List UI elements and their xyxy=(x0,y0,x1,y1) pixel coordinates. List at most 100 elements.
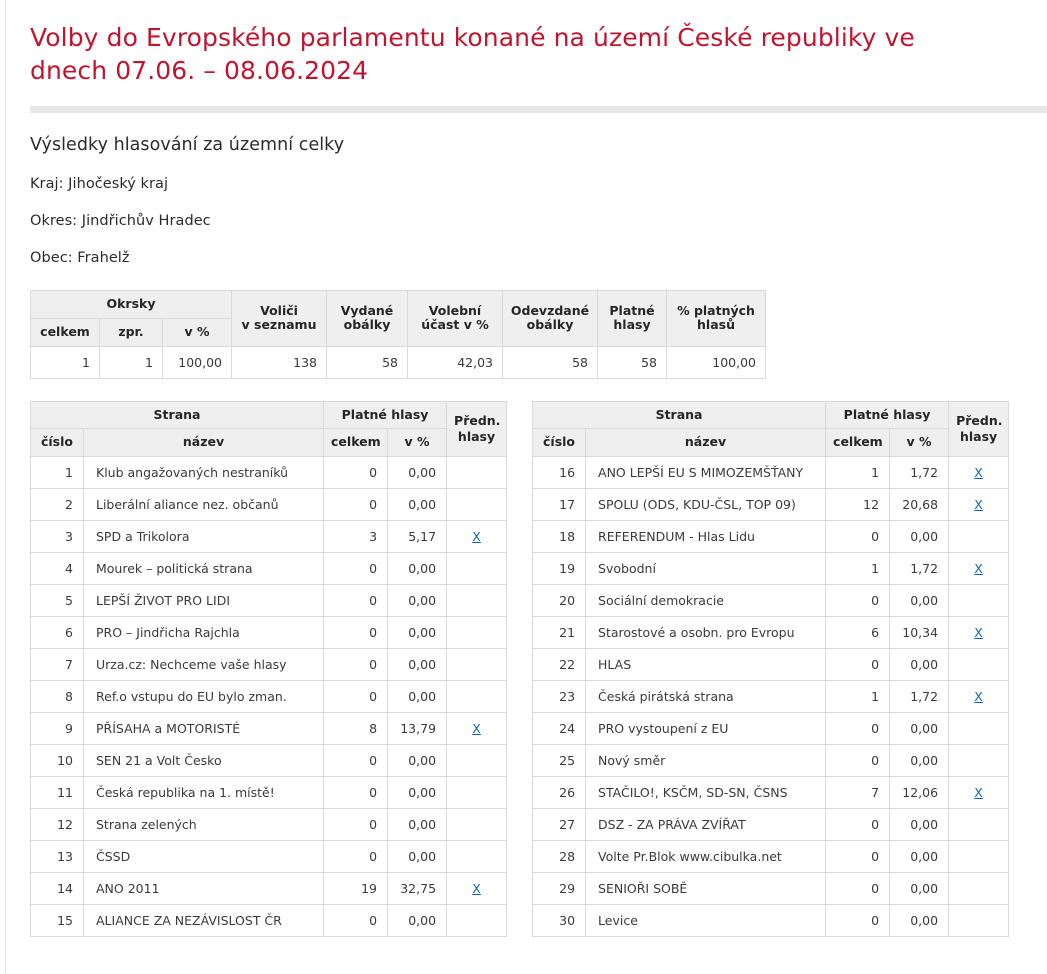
party-percent: 13,79 xyxy=(387,712,448,745)
preferential-votes-cell[interactable]: X xyxy=(948,456,1010,489)
party-votes: 0 xyxy=(323,776,389,809)
party-percent: 0,00 xyxy=(889,648,950,681)
party-results-table-right: Strana Platné hlasy Předn. hlasy číslo n… xyxy=(532,400,1010,937)
summary-value-vydane-obalky: 58 xyxy=(326,345,408,379)
preferential-votes-link[interactable]: X xyxy=(974,689,983,704)
party-votes: 0 xyxy=(825,808,891,841)
summary-value-odevzdane-obalky: 58 xyxy=(502,345,598,379)
party-name: Svobodní xyxy=(585,552,827,585)
party-number: 25 xyxy=(532,744,587,777)
table-row: 18 REFERENDUM - Hlas Lidu 0 0,00 xyxy=(532,520,1010,553)
party-number: 6 xyxy=(30,616,84,649)
table-row: 26 STAČILO!, KSČM, SD-SN, ČSNS 7 12,06 X xyxy=(532,776,1010,809)
party-votes: 6 xyxy=(825,616,891,649)
location-kraj: Kraj: Jihočeský kraj xyxy=(30,176,169,192)
preferential-votes-link[interactable]: X xyxy=(974,465,983,480)
party-votes: 0 xyxy=(323,840,389,873)
preferential-votes-cell xyxy=(446,552,508,585)
party-name: PŘÍSAHA a MOTORISTÉ xyxy=(82,712,325,745)
party-name: Levice xyxy=(585,904,827,937)
party-number: 22 xyxy=(532,648,587,681)
preferential-votes-link[interactable]: X xyxy=(974,785,983,800)
preferential-votes-cell[interactable]: X xyxy=(948,680,1010,713)
preferential-votes-link[interactable]: X xyxy=(472,529,481,544)
preferential-votes-cell[interactable]: X xyxy=(446,712,508,745)
party-number: 1 xyxy=(30,456,84,489)
preferential-votes-cell xyxy=(948,872,1010,905)
party-votes: 0 xyxy=(825,584,891,617)
party-percent: 0,00 xyxy=(889,712,950,745)
party-name: SPD a Trikolora xyxy=(82,520,325,553)
party-percent: 1,72 xyxy=(889,680,950,713)
preferential-votes-link[interactable]: X xyxy=(974,625,983,640)
party-group-strana: Strana xyxy=(29,400,325,430)
preferential-votes-cell[interactable]: X xyxy=(446,520,508,553)
party-col-vproc: v % xyxy=(889,428,950,457)
party-votes: 0 xyxy=(323,744,389,777)
party-percent: 0,00 xyxy=(387,904,448,937)
preferential-votes-cell xyxy=(446,808,508,841)
preferential-votes-cell[interactable]: X xyxy=(948,776,1010,809)
preferential-votes-link[interactable]: X xyxy=(472,721,481,736)
party-votes: 8 xyxy=(323,712,389,745)
party-number: 15 xyxy=(30,904,84,937)
turnout-summary-table: Okrsky Voliči v seznamu Vydané obálky Vo… xyxy=(30,290,766,379)
party-group-platne-hlasy: Platné hlasy xyxy=(323,400,448,430)
table-row: 11 Česká republika na 1. místě! 0 0,00 xyxy=(30,776,508,809)
party-number: 21 xyxy=(532,616,587,649)
summary-col-pct-line2: hlasů xyxy=(697,317,735,333)
preferential-votes-cell xyxy=(446,776,508,809)
preferential-votes-cell[interactable]: X xyxy=(948,616,1010,649)
table-row: 23 Česká pirátská strana 1 1,72 X xyxy=(532,680,1010,713)
party-number: 18 xyxy=(532,520,587,553)
preferential-votes-cell[interactable]: X xyxy=(948,488,1010,521)
summary-col-volebni-ucast: Volební účast v % xyxy=(407,290,503,347)
summary-value-pct-platnych: 100,00 xyxy=(666,345,766,379)
page-content: Volby do Evropského parlamentu konané na… xyxy=(29,23,1047,937)
table-row: 1 Klub angažovaných nestraníků 0 0,00 xyxy=(30,456,508,489)
party-percent: 0,00 xyxy=(387,584,448,617)
party-percent: 0,00 xyxy=(889,520,950,553)
table-row: 3 SPD a Trikolora 3 5,17 X xyxy=(30,520,508,553)
party-percent: 0,00 xyxy=(387,776,448,809)
page-title: Volby do Evropského parlamentu konané na… xyxy=(30,23,915,85)
preferential-votes-cell xyxy=(446,616,508,649)
summary-col-platne-line1: Platné xyxy=(609,302,655,318)
summary-group-okrsky: Okrsky xyxy=(30,290,232,319)
table-row: 12 Strana zelených 0 0,00 xyxy=(30,808,508,841)
preferential-votes-cell xyxy=(948,648,1010,681)
preferential-votes-cell[interactable]: X xyxy=(948,552,1010,585)
table-row: 13 ČSSD 0 0,00 xyxy=(30,840,508,873)
preferential-votes-cell xyxy=(948,744,1010,777)
preferential-votes-cell[interactable]: X xyxy=(446,872,508,905)
preferential-votes-cell xyxy=(446,744,508,777)
party-col-celkem: celkem xyxy=(323,428,389,457)
party-percent: 0,00 xyxy=(889,584,950,617)
party-name: SPOLU (ODS, KDU-ČSL, TOP 09) xyxy=(585,488,827,521)
summary-col-vydane-line2: obálky xyxy=(343,317,391,333)
summary-col-okrsky-celkem: celkem xyxy=(30,317,100,347)
summary-col-platne-line2: hlasy xyxy=(613,317,651,333)
preferential-votes-link[interactable]: X xyxy=(472,881,481,896)
party-col-vproc: v % xyxy=(387,428,448,457)
table-row: 10 SEN 21 a Volt Česko 0 0,00 xyxy=(30,744,508,777)
party-right-head-row-1: Strana Platné hlasy Předn. hlasy xyxy=(532,400,1010,457)
preferential-votes-link[interactable]: X xyxy=(974,497,983,512)
preferential-votes-cell xyxy=(446,584,508,617)
party-name: Strana zelených xyxy=(82,808,325,841)
party-votes: 0 xyxy=(825,520,891,553)
party-group-strana: Strana xyxy=(532,400,827,430)
summary-value-volebni-ucast: 42,03 xyxy=(407,345,503,379)
table-row: 27 DSZ - ZA PRÁVA ZVÍŘAT 0 0,00 xyxy=(532,808,1010,841)
party-votes: 0 xyxy=(323,456,389,489)
party-percent: 1,72 xyxy=(889,456,950,489)
summary-body: 1 1 100,00 138 58 42,03 58 58 100,00 xyxy=(30,345,766,379)
party-percent: 0,00 xyxy=(889,872,950,905)
party-col-predn-line1: Předn. xyxy=(956,413,1003,429)
party-number: 10 xyxy=(30,744,84,777)
summary-head-row-2: celkem zpr. v % xyxy=(30,317,766,347)
preferential-votes-link[interactable]: X xyxy=(974,561,983,576)
party-votes: 1 xyxy=(825,456,891,489)
table-row: 15 ALIANCE ZA NEZÁVISLOST ČR 0 0,00 xyxy=(30,904,508,937)
party-col-predn-line1: Předn. xyxy=(454,413,501,429)
